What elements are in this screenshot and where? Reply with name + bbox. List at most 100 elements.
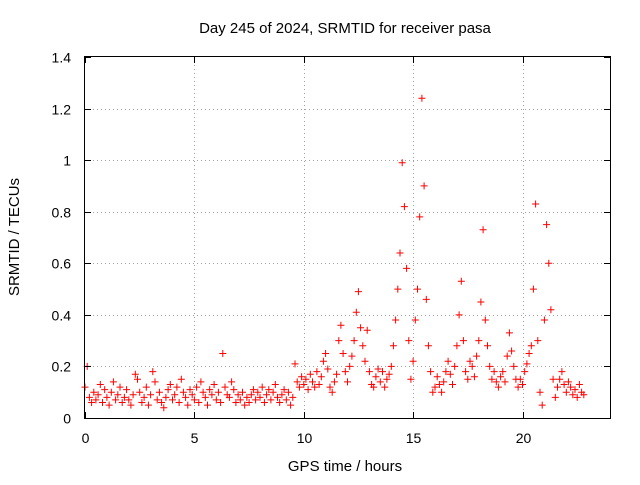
data-point xyxy=(197,378,205,386)
data-point xyxy=(284,388,292,396)
data-point xyxy=(214,388,222,396)
data-point xyxy=(442,368,450,376)
data-point xyxy=(101,386,109,394)
data-point xyxy=(510,362,518,370)
data-point xyxy=(256,393,264,401)
data-point xyxy=(221,383,229,391)
data-point xyxy=(431,383,439,391)
data-point xyxy=(389,342,397,350)
data-point xyxy=(534,337,542,345)
data-point xyxy=(440,378,448,386)
data-point xyxy=(225,393,233,401)
data-point xyxy=(392,316,400,324)
data-point xyxy=(118,399,126,406)
data-point xyxy=(523,360,531,368)
data-point xyxy=(394,285,402,293)
data-point xyxy=(420,182,428,190)
data-point xyxy=(414,285,421,293)
data-point xyxy=(267,396,275,404)
data-point xyxy=(497,373,505,381)
data-point xyxy=(129,391,137,399)
data-point xyxy=(556,375,564,383)
data-point xyxy=(508,347,516,355)
y-tick-label: 1.4 xyxy=(52,50,72,66)
data-point xyxy=(177,375,185,383)
data-point xyxy=(339,350,347,357)
data-point xyxy=(424,342,432,350)
data-point xyxy=(243,393,251,401)
data-point xyxy=(313,368,321,376)
labels-layer: 0 0.2 0.4 0.6 0.8 1 1.2 1.4 0 5 10 15 20 xyxy=(52,50,532,447)
y-tick-label: 0.4 xyxy=(52,308,72,324)
data-point xyxy=(529,285,537,293)
data-point xyxy=(357,324,365,332)
x-axis-label: GPS time / hours xyxy=(288,458,402,475)
data-point xyxy=(94,391,102,399)
data-point xyxy=(525,350,533,357)
data-point xyxy=(457,277,465,285)
points-layer xyxy=(81,94,588,412)
data-point xyxy=(230,386,238,394)
data-point xyxy=(311,383,319,391)
data-point xyxy=(365,368,373,376)
data-point xyxy=(372,373,380,381)
data-point xyxy=(96,381,104,388)
plot-frame xyxy=(84,56,611,419)
data-point xyxy=(289,393,297,401)
data-point xyxy=(232,399,240,406)
x-tick-label: 5 xyxy=(191,430,199,446)
data-point xyxy=(153,396,161,404)
data-point xyxy=(317,373,325,381)
data-point xyxy=(387,362,395,370)
data-point xyxy=(315,381,323,388)
data-point xyxy=(330,378,338,386)
data-point xyxy=(142,383,150,391)
data-point xyxy=(245,399,253,406)
data-point xyxy=(468,362,476,370)
x-tick-label: 15 xyxy=(406,430,422,446)
data-point xyxy=(403,264,411,272)
y-tick-label: 0.2 xyxy=(52,359,72,375)
data-point xyxy=(549,375,557,383)
data-point xyxy=(131,370,139,378)
data-point xyxy=(269,388,277,396)
data-point xyxy=(346,362,354,370)
data-point xyxy=(444,357,452,365)
data-point xyxy=(398,159,406,167)
x-tick-label: 0 xyxy=(82,430,90,446)
data-point xyxy=(160,404,168,412)
data-point xyxy=(571,386,579,394)
data-point xyxy=(475,337,483,345)
data-point xyxy=(287,401,295,409)
data-point xyxy=(396,249,404,257)
data-point xyxy=(459,337,467,345)
data-point xyxy=(263,391,271,399)
data-point xyxy=(109,378,117,386)
data-point xyxy=(411,316,419,324)
data-point xyxy=(435,381,443,388)
y-tick-label: 0.8 xyxy=(52,205,72,221)
data-point xyxy=(376,378,384,386)
data-point xyxy=(324,365,332,373)
data-point xyxy=(407,375,415,383)
chart-title: Day 245 of 2024, SRMTID for receiver pas… xyxy=(199,20,491,37)
data-point xyxy=(90,388,98,396)
data-point xyxy=(427,368,435,376)
data-point xyxy=(204,401,211,409)
data-point xyxy=(99,399,106,406)
data-point xyxy=(449,381,456,388)
data-point xyxy=(464,375,472,383)
data-point xyxy=(527,342,535,350)
data-point xyxy=(352,308,360,316)
data-point xyxy=(302,375,310,383)
data-point xyxy=(455,311,463,319)
data-point xyxy=(488,375,496,383)
data-point xyxy=(381,383,389,391)
data-point xyxy=(304,386,312,394)
data-point xyxy=(547,306,555,314)
data-point xyxy=(341,368,349,376)
data-point xyxy=(188,391,196,399)
data-point xyxy=(252,396,260,404)
